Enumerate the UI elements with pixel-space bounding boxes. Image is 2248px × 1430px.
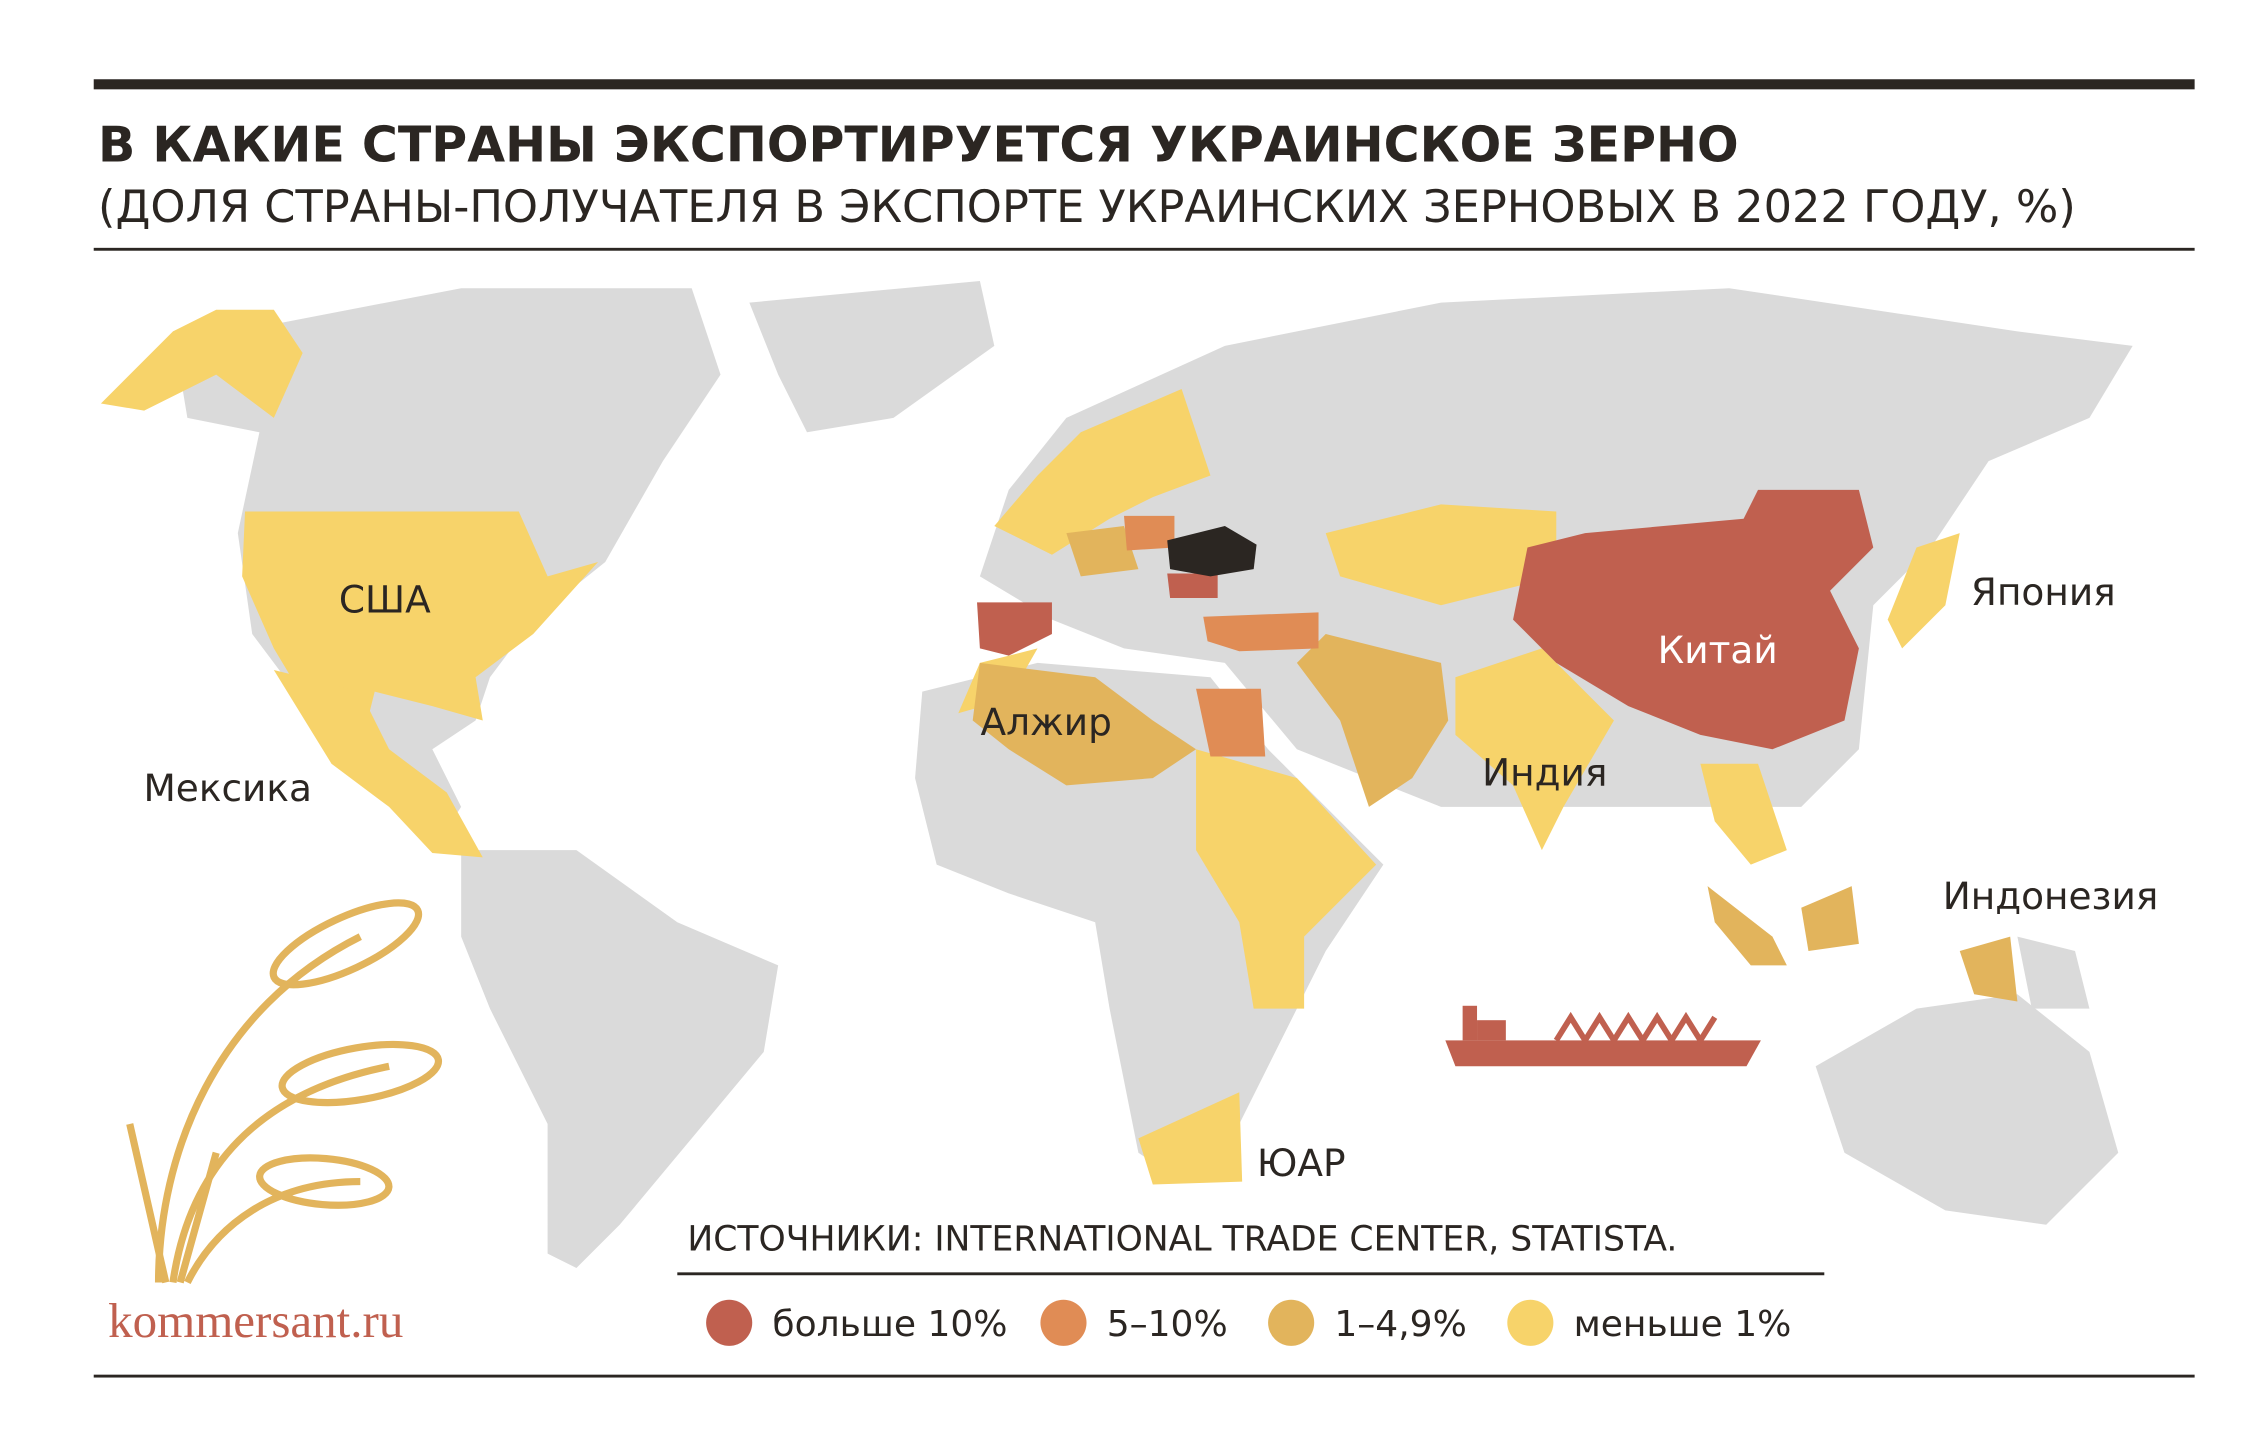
- map-label: ЮАР: [1257, 1141, 1346, 1185]
- subtitle: (ДОЛЯ СТРАНЫ-ПОЛУЧАТЕЛЯ В ЭКСПОРТЕ УКРАИ…: [98, 181, 2076, 233]
- source: ИСТОЧНИКИ: INTERNATIONAL TRADE CENTER, S…: [687, 1220, 1677, 1260]
- land: [2017, 936, 2090, 1009]
- country: [1066, 525, 1139, 577]
- legend: больше 10% 5–10% 1–4,9% меньше 1%: [706, 1299, 1792, 1346]
- map-label: Алжир: [980, 700, 1111, 744]
- map-label: Мексика: [143, 766, 311, 810]
- wheat-illustration: [126, 899, 443, 1285]
- country: [972, 662, 1197, 786]
- ukraine: [1167, 525, 1257, 577]
- legend-label: 1–4,9%: [1334, 1304, 1466, 1345]
- country: [994, 389, 1211, 555]
- legend-label: больше 10%: [772, 1304, 1007, 1345]
- legend-label: меньше 1%: [1574, 1304, 1792, 1345]
- map-label: Китай: [1658, 628, 1778, 672]
- country: [1196, 688, 1266, 757]
- country: [1513, 489, 1874, 750]
- country: [1455, 648, 1614, 851]
- rule: [677, 1272, 1825, 1276]
- map-label: США: [339, 577, 431, 621]
- legend-swatch: [1040, 1299, 1087, 1346]
- bottom-rule: [93, 1374, 2195, 1378]
- country: [1325, 504, 1557, 606]
- ship: [1445, 1005, 1761, 1067]
- country: [1167, 573, 1218, 598]
- country: [1700, 763, 1787, 865]
- country: [1138, 1092, 1243, 1185]
- legend-swatch: [706, 1299, 753, 1346]
- map: США Мексика Алжир Китай Индия Япония Инд…: [100, 280, 2159, 1285]
- top-rule: [93, 79, 2195, 90]
- country: [1296, 634, 1449, 807]
- title: В КАКИЕ СТРАНЫ ЭКСПОРТИРУЕТСЯ УКРАИНСКОЕ…: [98, 116, 1739, 173]
- country: [1959, 936, 2018, 1002]
- country: [1203, 612, 1319, 652]
- map-label: Япония: [1971, 570, 2116, 614]
- country: [273, 670, 483, 858]
- logo: kommersant.ru: [108, 1293, 403, 1348]
- legend-label: 5–10%: [1107, 1304, 1228, 1345]
- rule: [93, 247, 2195, 251]
- land: [1815, 994, 2119, 1225]
- map-label: Индонезия: [1943, 874, 2159, 918]
- legend-swatch: [1268, 1299, 1315, 1346]
- country: [1707, 886, 1787, 966]
- land: [461, 850, 779, 1269]
- country: [1196, 749, 1377, 1009]
- country: [1801, 886, 1859, 952]
- map-label: Индия: [1482, 750, 1607, 794]
- land: [749, 280, 995, 433]
- country: [100, 309, 303, 418]
- country: [1887, 533, 1960, 649]
- country: [1124, 515, 1175, 551]
- legend-swatch: [1507, 1299, 1554, 1346]
- country: [977, 602, 1052, 656]
